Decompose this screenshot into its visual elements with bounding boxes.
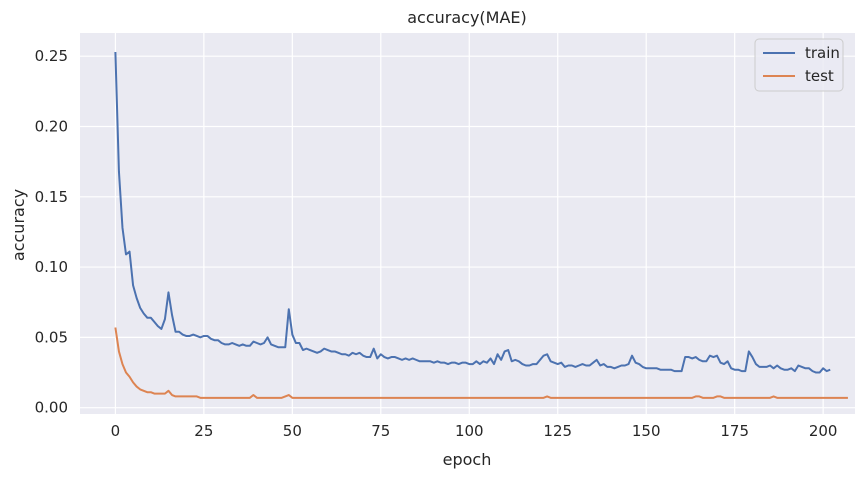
chart-title: accuracy(MAE) <box>407 8 527 27</box>
x-tick-label: 200 <box>809 422 838 440</box>
y-tick-labels: 0.00 0.05 0.10 0.15 0.20 0.25 <box>35 47 68 416</box>
x-tick-label: 75 <box>371 422 390 440</box>
plot-background <box>80 33 855 414</box>
legend-label-test: test <box>805 67 834 85</box>
legend: train test <box>754 38 844 92</box>
series-lines <box>114 51 848 399</box>
x-tick-label: 125 <box>543 422 572 440</box>
y-tick-label: 0.20 <box>35 117 68 135</box>
x-tick-label: 0 <box>111 422 121 440</box>
y-tick-label: 0.15 <box>35 188 68 206</box>
x-tick-label: 50 <box>283 422 302 440</box>
y-tick-label: 0.10 <box>35 258 68 276</box>
x-tick-label: 25 <box>194 422 213 440</box>
legend-label-train: train <box>805 44 840 62</box>
x-tick-label: 175 <box>720 422 749 440</box>
y-tick-label: 0.05 <box>35 328 68 346</box>
x-tick-label: 150 <box>632 422 661 440</box>
x-tick-label: 100 <box>455 422 484 440</box>
y-tick-label: 0.25 <box>35 47 68 65</box>
x-axis-label: epoch <box>443 450 492 469</box>
y-axis-label: accuracy <box>9 189 28 261</box>
y-tick-label: 0.00 <box>35 399 68 417</box>
x-tick-labels: 0 25 50 75 100 125 150 175 200 <box>111 422 838 440</box>
series-line-test <box>114 327 848 399</box>
series-line-train <box>114 51 831 374</box>
